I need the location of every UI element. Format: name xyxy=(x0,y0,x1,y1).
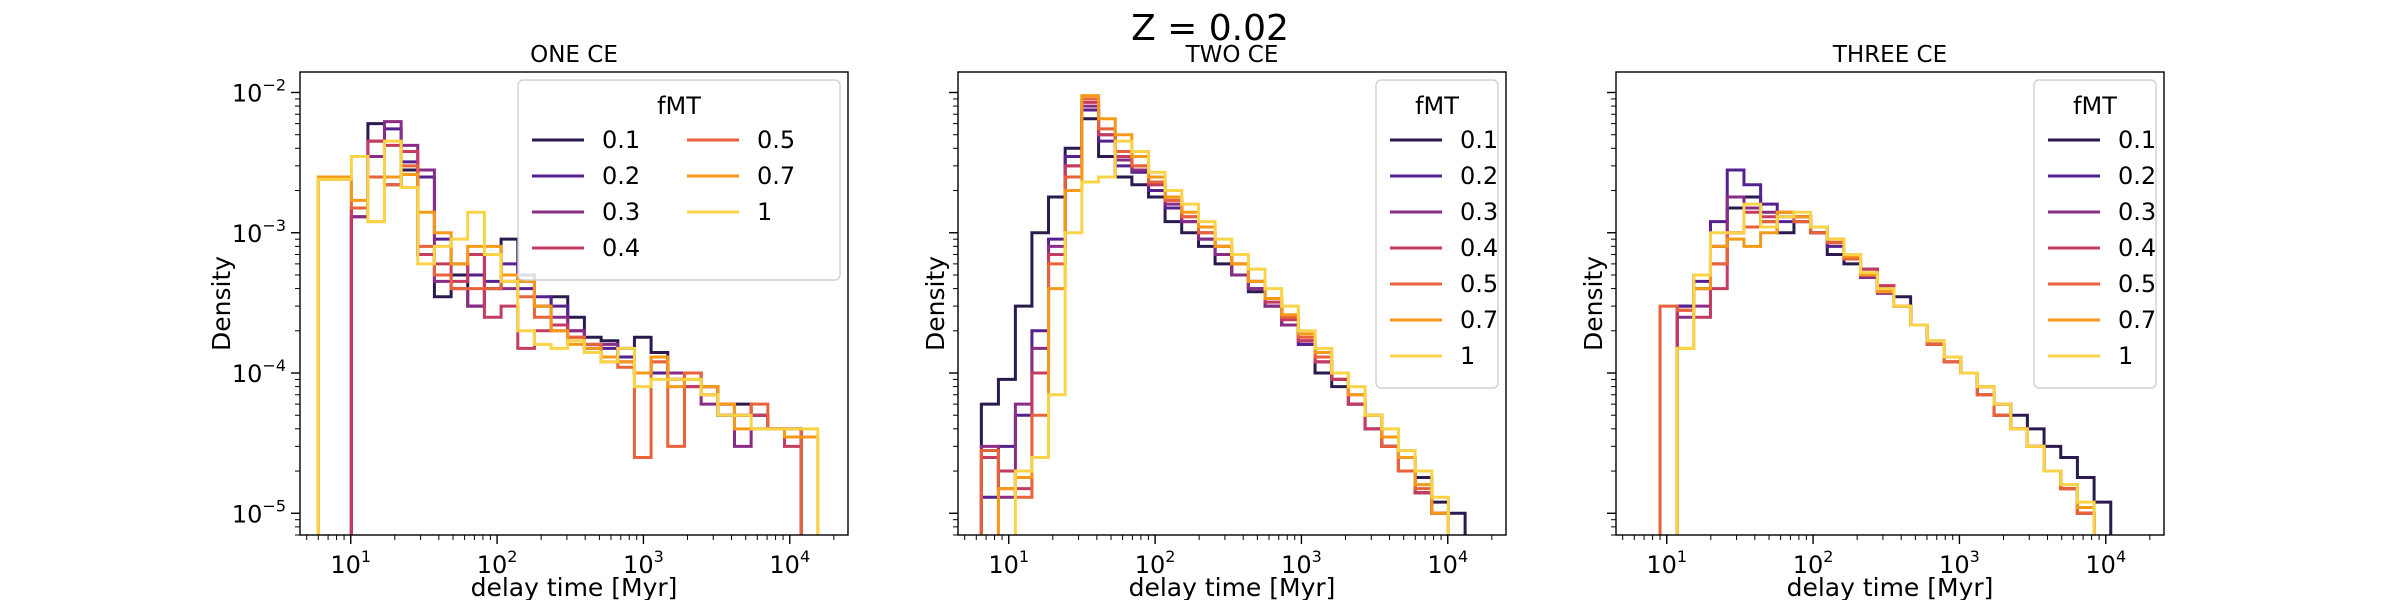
x-axis-label: delay time [Myr] xyxy=(1787,573,1994,600)
x-tick-label: 102 xyxy=(1793,547,1834,579)
panel-2: 101 102 103 104 TWO CE delay time [Myr] Densit… xyxy=(921,42,1507,600)
legend-label: 0.5 xyxy=(757,126,795,154)
legend-title: fMT xyxy=(657,92,701,120)
x-tick-label: 102 xyxy=(1135,547,1176,579)
legend-label: 0.1 xyxy=(1460,126,1498,154)
series-group xyxy=(979,94,1467,535)
legend-label: 0.1 xyxy=(2118,126,2156,154)
series-line-1 xyxy=(1675,202,2096,535)
legend: fMT 0.1 0.2 0.3 0.4 0.5 0.7 1 xyxy=(517,79,841,281)
legend-label: 0.3 xyxy=(1460,198,1498,226)
legend-label: 1 xyxy=(757,198,772,226)
x-tick-label: 103 xyxy=(1939,547,1980,579)
legend-label: 0.1 xyxy=(602,126,640,154)
legend-label: 0.5 xyxy=(2118,270,2156,298)
legend-label: 0.2 xyxy=(1460,162,1498,190)
figure-title: Z = 0.02 xyxy=(1131,8,1289,49)
y-axis xyxy=(949,91,958,536)
legend-label: 0.2 xyxy=(602,162,640,190)
y-tick-label: 10−4 xyxy=(232,356,286,388)
legend-box xyxy=(1375,79,1499,389)
legend-box xyxy=(517,79,841,281)
y-tick-label: 10−3 xyxy=(232,216,286,248)
x-tick-label: 102 xyxy=(477,547,518,579)
legend-title: fMT xyxy=(1415,92,1459,120)
x-axis-label: delay time [Myr] xyxy=(1129,573,1336,600)
axes-frame xyxy=(957,71,1507,536)
y-axis xyxy=(1607,91,1616,536)
legend-label: 1 xyxy=(1460,342,1475,370)
legend-label: 0.4 xyxy=(1460,234,1498,262)
legend-title: fMT xyxy=(2073,92,2117,120)
legend-label: 0.5 xyxy=(1460,270,1498,298)
series-line-0.5 xyxy=(1658,210,2096,535)
x-tick-label: 104 xyxy=(769,547,810,579)
series-group xyxy=(316,120,820,535)
series-line-0.4 xyxy=(1675,210,2096,535)
panel-3: 101 102 103 104 THREE CE delay time [Myr] Dens… xyxy=(1579,42,2165,600)
series-line-0.3 xyxy=(1675,195,2096,535)
x-tick-label: 101 xyxy=(1646,547,1687,579)
series-group xyxy=(1658,168,2113,535)
x-tick-label: 104 xyxy=(1427,547,1468,579)
legend-label: 1 xyxy=(2118,342,2133,370)
x-tick-label: 101 xyxy=(988,547,1029,579)
x-tick-label: 104 xyxy=(2085,547,2126,579)
x-axis: 101 102 103 104 xyxy=(964,535,1493,579)
y-axis: 10−5 10−4 10−3 10−2 xyxy=(232,75,300,536)
series-line-0.2 xyxy=(1675,168,2096,535)
series-line-1 xyxy=(316,139,820,535)
x-tick-label: 103 xyxy=(1281,547,1322,579)
panel-title: TWO CE xyxy=(1185,42,1279,68)
series-line-1 xyxy=(1013,139,1450,535)
y-axis-label: Density xyxy=(921,256,950,351)
y-axis-label: Density xyxy=(207,256,236,351)
x-axis: 101 102 103 104 xyxy=(1622,535,2151,579)
legend-label: 0.7 xyxy=(1460,306,1498,334)
x-axis: 101 102 103 104 xyxy=(306,535,835,579)
axes-frame xyxy=(299,71,849,536)
legend-label: 0.7 xyxy=(2118,306,2156,334)
legend-label: 0.4 xyxy=(602,234,640,262)
legend-box xyxy=(2033,79,2157,389)
panels: 101 102 103 104 10−5 10−4 10−3 10−2 ONE CE delay … xyxy=(207,42,2165,600)
legend-label: 0.2 xyxy=(2118,162,2156,190)
y-axis-label: Density xyxy=(1579,256,1608,351)
panel-title: ONE CE xyxy=(530,42,618,68)
axes-frame xyxy=(1615,71,2165,536)
y-tick-label: 10−2 xyxy=(232,75,286,107)
series-line-0.7 xyxy=(1675,210,2096,535)
legend-label: 0.4 xyxy=(2118,234,2156,262)
y-tick-label: 10−5 xyxy=(232,496,286,528)
legend-label: 0.7 xyxy=(757,162,795,190)
x-tick-label: 101 xyxy=(330,547,371,579)
legend-label: 0.3 xyxy=(602,198,640,226)
panel-1: 101 102 103 104 10−5 10−4 10−3 10−2 ONE CE delay … xyxy=(207,42,849,600)
x-tick-label: 103 xyxy=(623,547,664,579)
panel-title: THREE CE xyxy=(1832,42,1947,68)
x-axis-label: delay time [Myr] xyxy=(471,573,678,600)
legend-label: 0.3 xyxy=(2118,198,2156,226)
